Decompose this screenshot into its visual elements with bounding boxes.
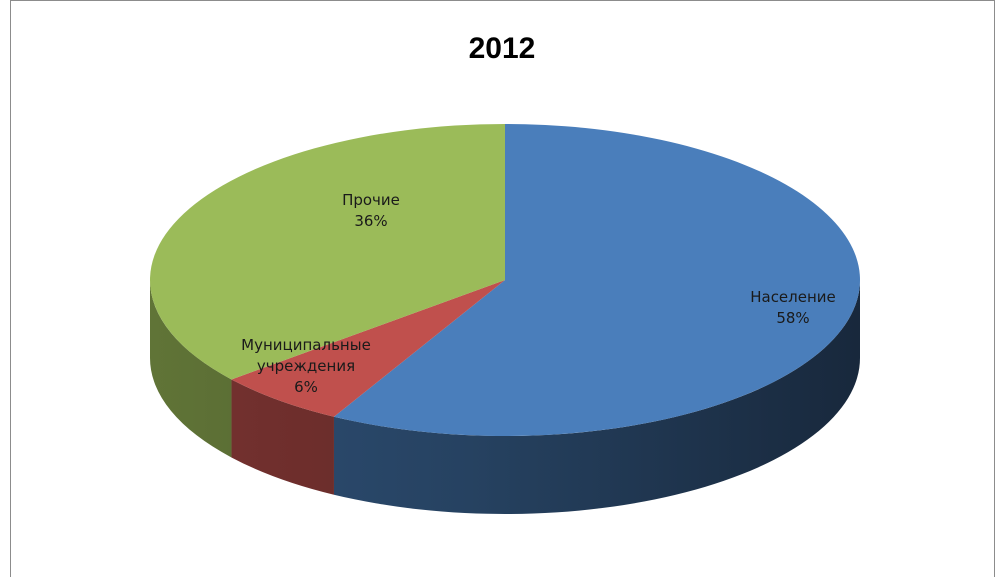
data-label-2: Прочие 36% <box>342 191 400 230</box>
pie-side-0 <box>333 280 861 514</box>
pie-slice-2[interactable] <box>150 124 505 380</box>
data-label-0: Население 58% <box>750 288 836 327</box>
pie-side-2 <box>150 280 232 458</box>
pie-slice-0[interactable] <box>333 124 861 436</box>
pie-side-1 <box>231 379 334 495</box>
chart-title: 2012 <box>468 32 536 65</box>
data-label-1: Муниципальные учреждения 6% <box>241 336 371 396</box>
pie-slice-1[interactable] <box>231 280 505 417</box>
